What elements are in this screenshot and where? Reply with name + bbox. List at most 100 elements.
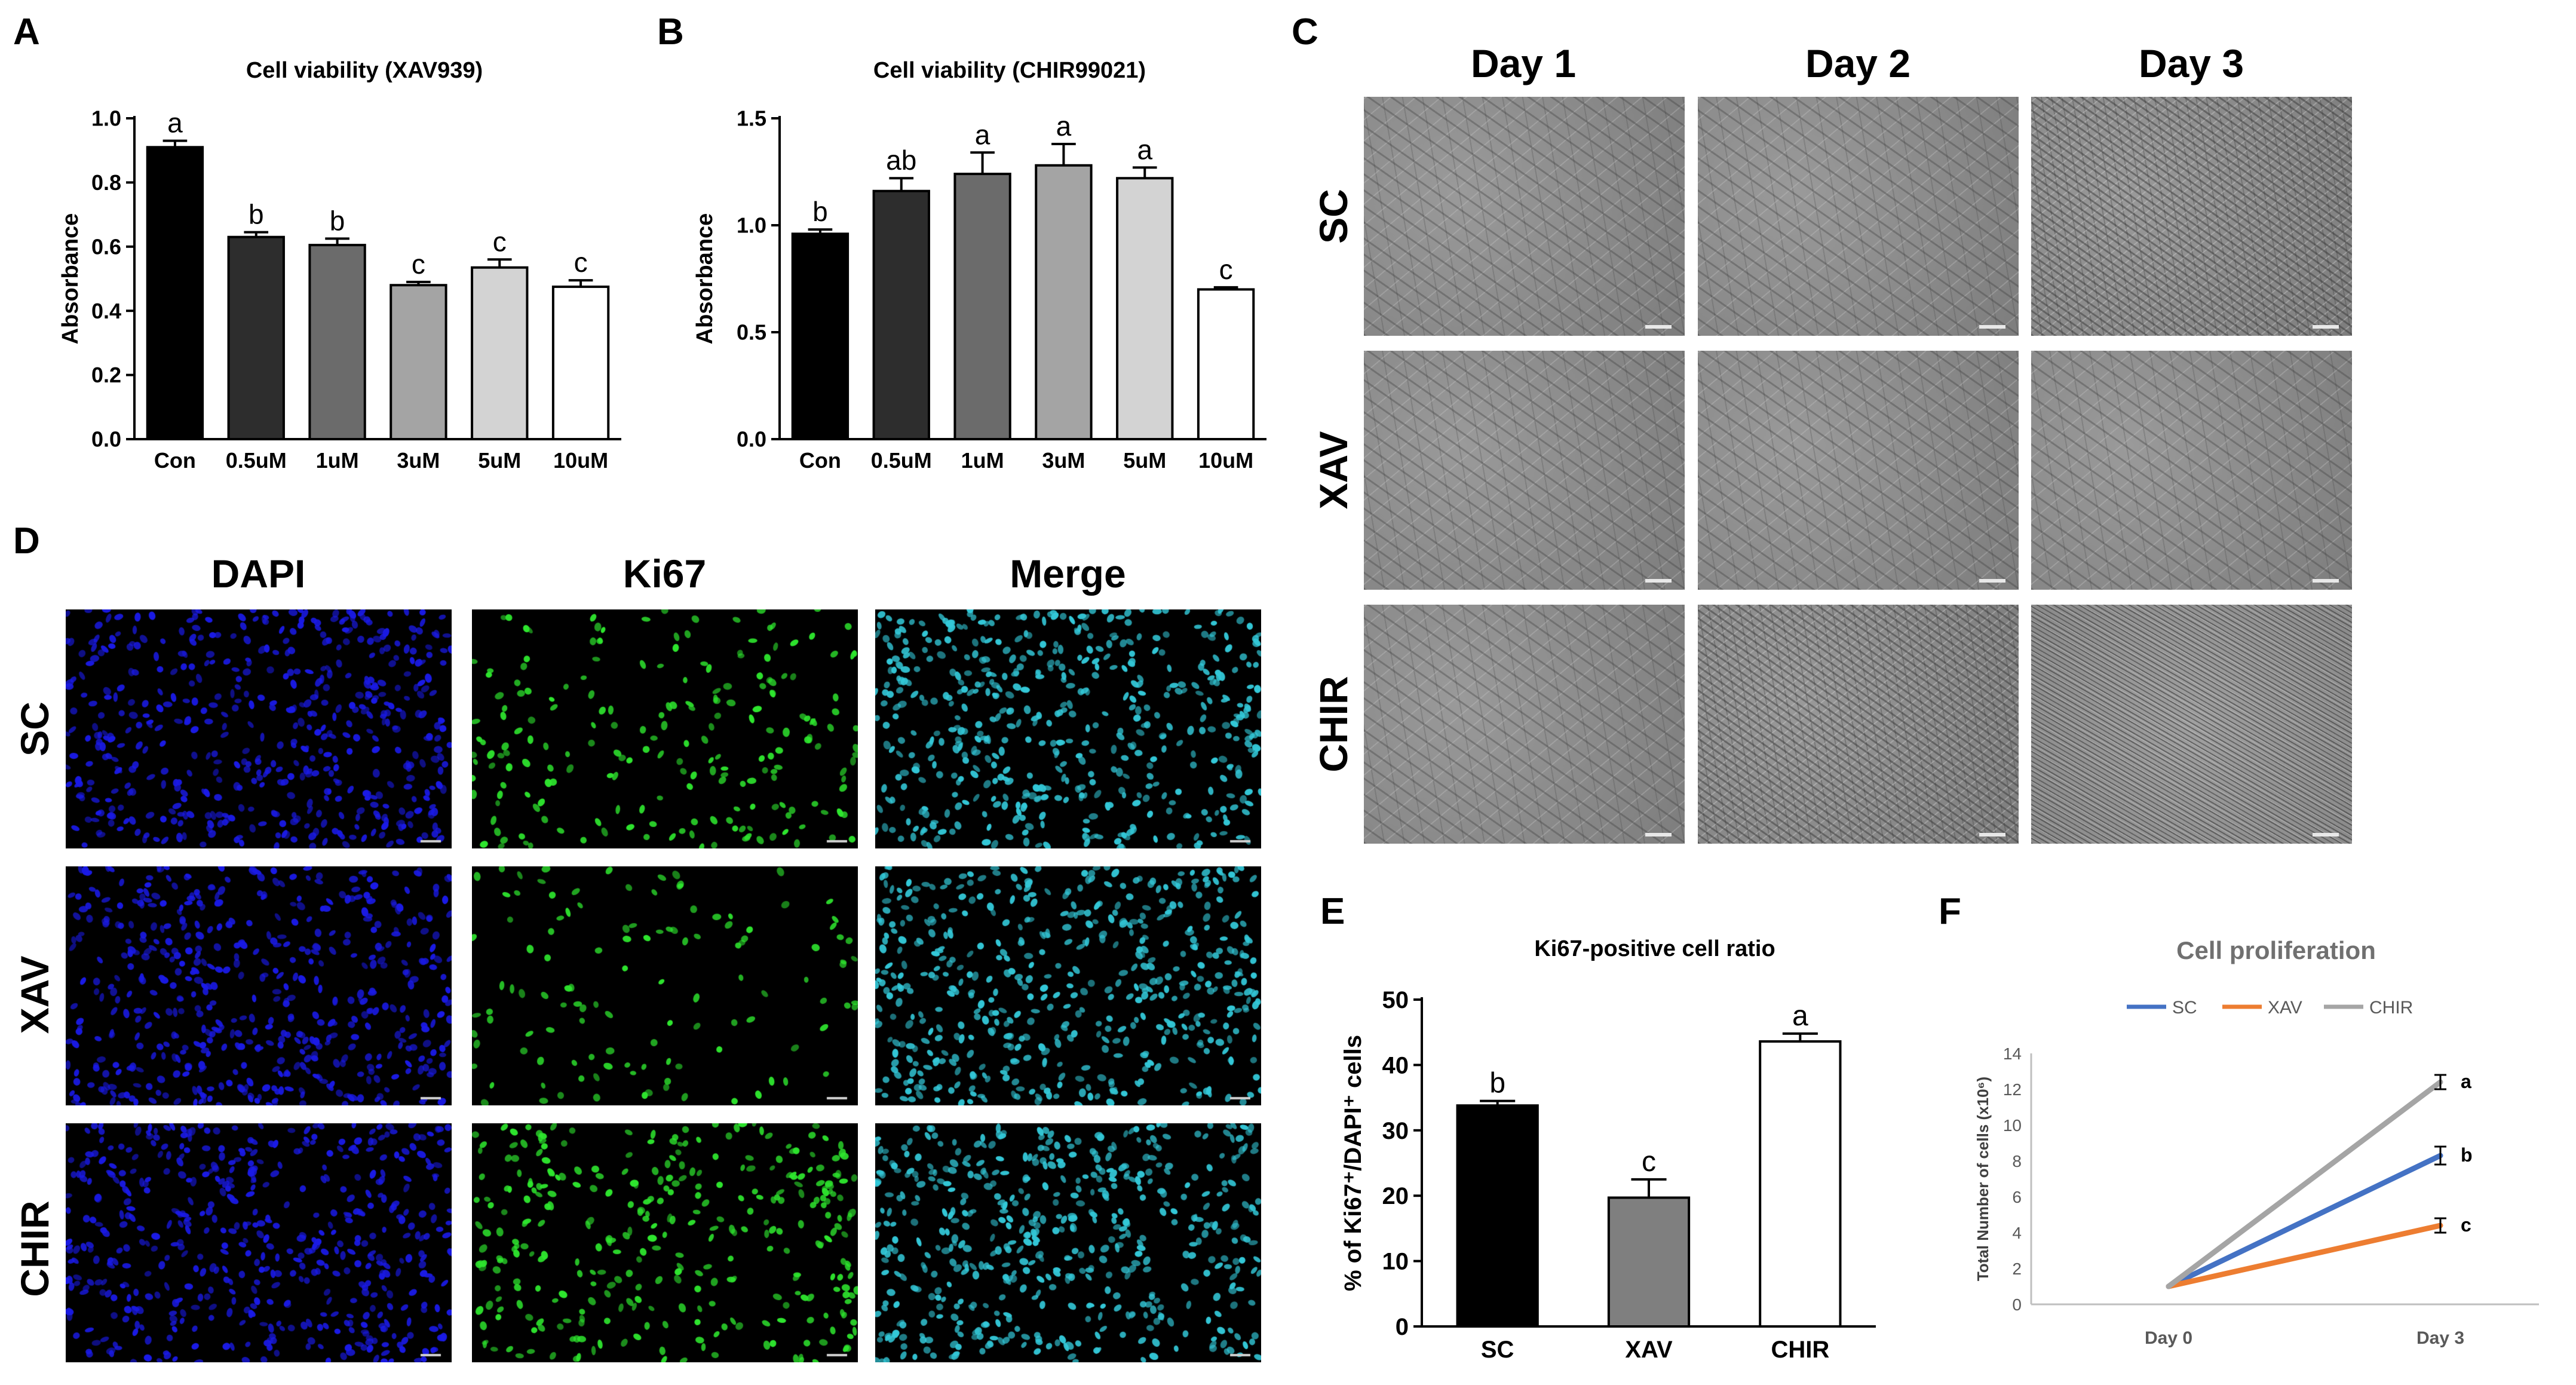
panel-c-col-day3: Day 3 [2138,41,2244,85]
panel-d-row-sc: SC [13,701,57,756]
panel-d-col-merge: Merge [1010,551,1126,596]
phase-xav-day1 [1364,351,1685,590]
x-tick-label: 0.5uM [871,448,932,473]
panel-d-col-dapi: DAPI [211,551,306,596]
chart-title: Cell viability (CHIR99021) [873,58,1146,83]
panel-c-row-chir: CHIR [1311,676,1356,773]
y-tick-label: 10 [2003,1116,2022,1135]
ki67-sc [472,609,858,848]
x-tick-label: 1uM [316,448,359,473]
y-axis-label: Absorbance [58,213,83,345]
series-line-CHIR [2166,1079,2443,1289]
y-tick-label: 0.5 [737,320,766,345]
x-tick-label: 0.5uM [226,448,287,473]
x-tick-label: Day 3 [2416,1328,2464,1348]
y-tick-label: 30 [1382,1118,1409,1144]
significance-letter: b [1489,1068,1505,1099]
y-tick-label: 4 [2012,1224,2022,1242]
bar-1uM [953,173,1011,440]
significance-letter: a [1056,111,1072,142]
legend-label-CHIR: CHIR [2369,998,2413,1018]
chart-title: Cell viability (XAV939) [246,58,483,83]
bar-CHIR [1759,1040,1842,1328]
x-tick-label: 3uM [397,448,440,473]
chart-cell-proliferation: Cell proliferation SC XAV CHIR Total Number … [1974,936,2539,1348]
ki67-xav [472,866,858,1105]
panel-letter-d: D [13,520,40,562]
y-tick-label: 2 [2012,1260,2022,1278]
panel-d-row-chir: CHIR [13,1200,57,1297]
y-axis-label: Absorbance [692,213,717,345]
panel-c-col-day1: Day 1 [1470,41,1577,85]
x-tick-label: Day 0 [2145,1328,2192,1348]
phase-sc-day3 [2031,97,2352,336]
x-tick-label: CHIR [1771,1337,1829,1363]
y-tick-label: 8 [2012,1152,2022,1170]
merge-chir [875,1123,1261,1362]
x-tick-label: 3uM [1042,448,1085,473]
bar-Con [146,146,204,441]
panel-d-row-xav: XAV [13,955,57,1034]
phase-chir-day2 [1698,605,2019,844]
panel-d-col-ki67: Ki67 [622,551,707,596]
dapi-sc [66,609,452,848]
bar-5uM [1116,177,1174,440]
chart-cell-viability-chir99021: Cell viability (CHIR99021) Absorbance 0.0 0… [692,58,1266,473]
significance-letter: a [2461,1071,2471,1092]
y-tick-label: 0.8 [91,170,121,195]
panel-letter-f: F [1939,891,1961,932]
x-tick-label: SC [1481,1337,1514,1363]
significance-letter: b [812,196,828,227]
phase-xav-day3 [2031,351,2352,590]
phase-sc-day2 [1698,97,2019,336]
y-tick-label: 0 [2012,1295,2022,1314]
y-tick-label: 0.6 [91,234,121,259]
significance-letter: c [574,247,588,278]
chart-cell-viability-xav939: Cell viability (XAV939) Absorbance 0.0 0.2 0… [58,58,621,473]
bar-10uM [551,285,610,440]
dapi-chir [66,1123,452,1362]
y-axis-label: % of Ki67⁺/DAPI⁺ cells [1340,1035,1366,1291]
merge-xav [875,866,1261,1105]
bar-3uM [390,284,447,440]
bar-3uM [1035,164,1093,440]
x-tick-label: 10uM [1198,448,1253,473]
x-tick-label: Con [799,448,841,473]
chart-ki67-positive-ratio: Ki67-positive cell ratio % of Ki67⁺/DAPI⁺… [1340,936,1876,1363]
significance-letter: c [2461,1214,2471,1236]
series-line-XAV [2166,1222,2443,1289]
y-tick-label: 0.4 [91,299,121,323]
x-tick-label: XAV [1625,1337,1673,1363]
bar-0.5uM [872,189,930,440]
panel-c-row-sc: SC [1311,189,1356,244]
bar-1uM [308,244,366,440]
significance-letter: c [493,226,507,257]
y-tick-label: 20 [1382,1183,1409,1209]
panel-letter-e: E [1320,891,1345,932]
phase-chir-day1 [1364,605,1685,844]
phase-xav-day2 [1698,351,2019,590]
bar-5uM [471,266,529,440]
significance-letter: c [1642,1146,1656,1178]
dapi-xav [66,866,452,1105]
legend-label-SC: SC [2172,998,2197,1018]
panel-letter-a: A [13,11,40,53]
significance-letter: b [330,205,345,236]
significance-letter: a [1792,1000,1808,1032]
y-tick-label: 50 [1382,987,1409,1013]
panel-c-row-xav: XAV [1311,431,1356,510]
significance-letter: b [2461,1144,2473,1166]
panel-c-col-day2: Day 2 [1805,41,1911,85]
x-tick-label: 5uM [1123,448,1166,473]
significance-letter: a [975,119,990,150]
bar-10uM [1197,288,1255,440]
series-line-SC [2166,1153,2443,1289]
significance-letter: b [249,199,264,230]
y-tick-label: 1.0 [91,106,121,131]
significance-letter: a [1137,134,1152,165]
significance-letter: c [412,249,425,280]
bar-XAV [1607,1196,1691,1328]
y-tick-label: 1.5 [737,106,766,131]
bar-SC [1456,1104,1539,1328]
chart-title: Ki67-positive cell ratio [1534,936,1775,961]
